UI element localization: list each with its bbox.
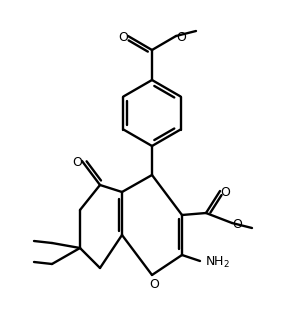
Text: O: O — [72, 156, 82, 168]
Text: O: O — [220, 185, 230, 198]
Text: O: O — [118, 31, 128, 43]
Text: O: O — [232, 217, 242, 231]
Text: O: O — [149, 278, 159, 290]
Text: O: O — [176, 31, 186, 43]
Text: NH$_2$: NH$_2$ — [204, 254, 229, 270]
